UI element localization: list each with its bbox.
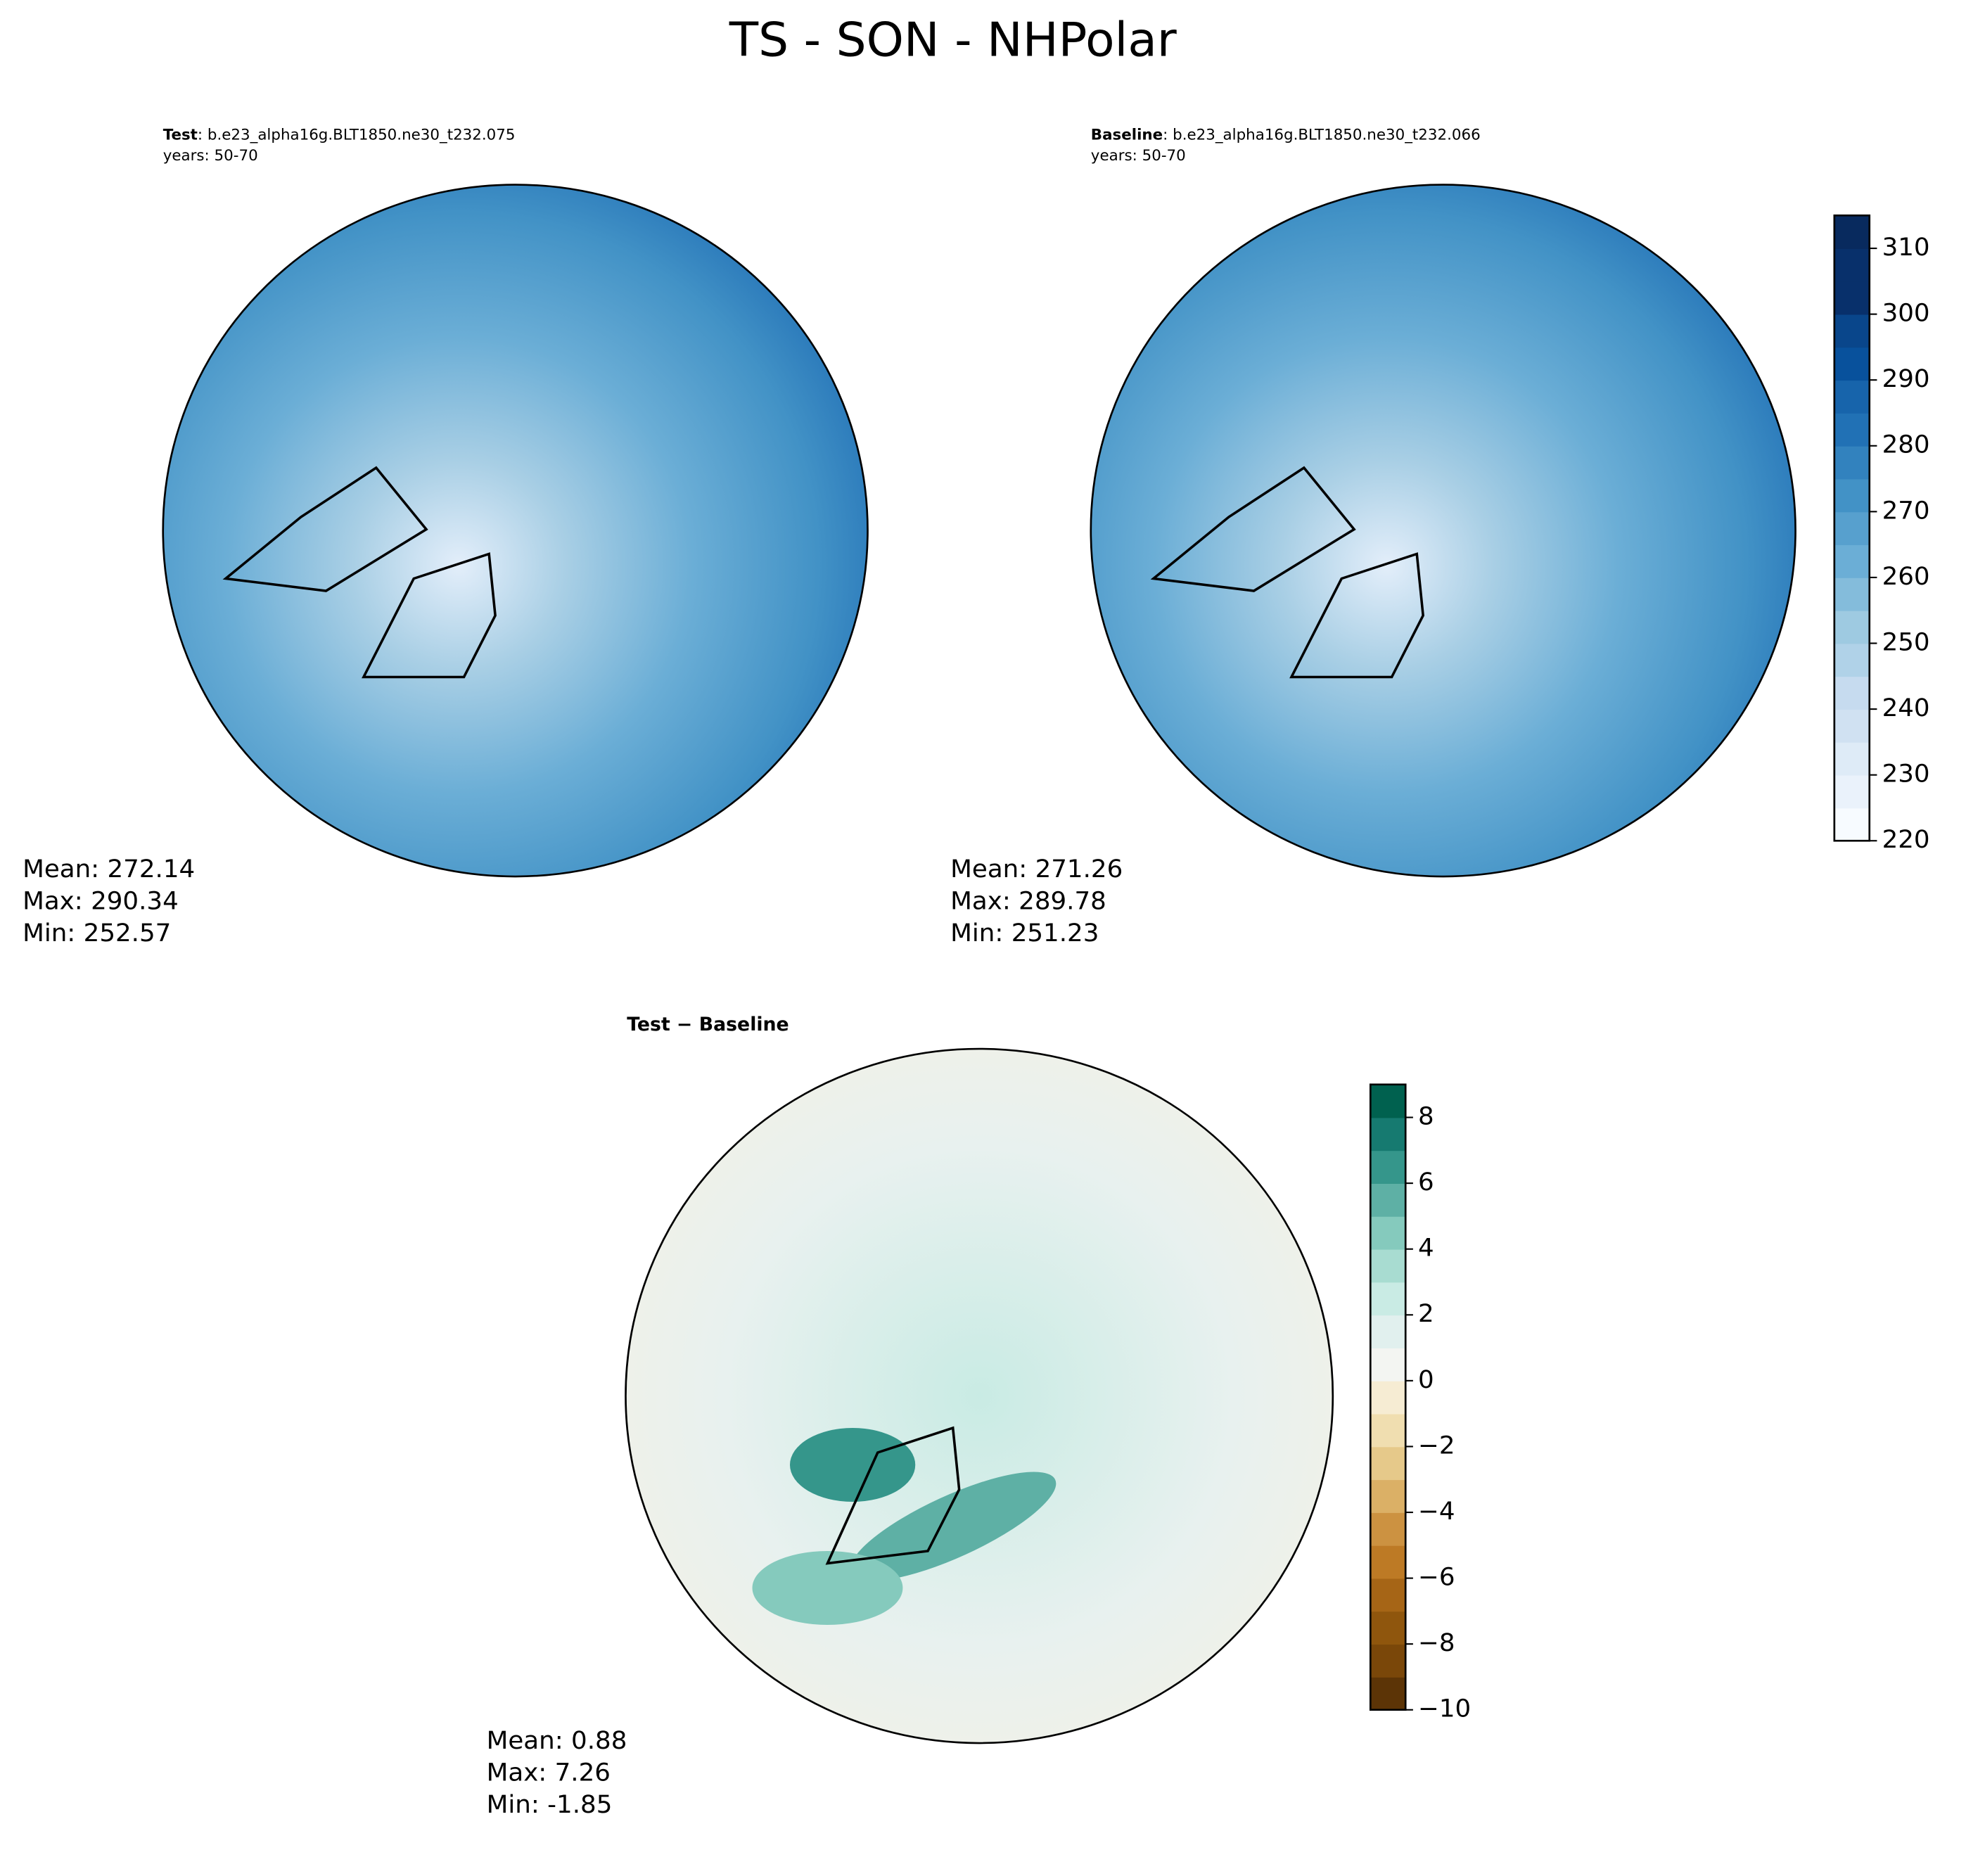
colorbar-band [1370,1183,1406,1217]
colorbar-band [1834,380,1870,414]
colorbar-tick-label: −6 [1418,1563,1455,1592]
colorbar-band [1370,1578,1406,1612]
years: years: 50-70 [163,146,258,164]
colorbar-band [1834,314,1870,348]
colorbar-tick-label: 8 [1418,1102,1434,1131]
coastline [222,466,497,679]
years: years: 50-70 [1091,146,1186,164]
colorbar-tick-label: 240 [1882,694,1930,722]
anomaly [752,1551,903,1625]
colorbar-tick-label: 290 [1882,364,1930,393]
colorbar-band [1370,1348,1406,1382]
colorbar-band [1834,478,1870,513]
colorbar-band [1370,1215,1406,1250]
colorbar-band [1834,215,1870,249]
panel-label: Test: b.e23_alpha16g.BLT1850.ne30_t232.0… [163,126,516,143]
colorbar-band [1370,1611,1406,1645]
colorbar-band [1834,774,1870,809]
panel-label-name: Test [163,126,198,143]
colorbar-band [1834,248,1870,282]
stat-text: Mean: 272.14 [23,855,195,883]
colorbar-band [1370,1315,1406,1348]
colorbar-tick-label: 4 [1418,1234,1434,1263]
colorbar-tick-label: −2 [1418,1431,1455,1460]
colorbar-band [1834,577,1870,611]
colorbar-band [1370,1117,1406,1151]
colorbar-band [1834,808,1870,842]
map-panel [1090,184,1796,878]
stat-text: Mean: 0.88 [487,1726,627,1755]
stat-text: Min: 252.57 [23,919,171,947]
case-name: : b.e23_alpha16g.BLT1850.ne30_t232.075 [198,126,516,143]
stat-text: Mean: 271.26 [950,855,1123,883]
colorbar-band [1370,1512,1406,1546]
stat-text: Min: -1.85 [487,1790,613,1819]
colorbar-tick-label: 6 [1418,1168,1434,1197]
colorbar-tick-label: 280 [1882,430,1930,459]
colorbar-tick-label: 220 [1882,825,1930,854]
colorbar-tick-label: −10 [1418,1695,1471,1723]
colorbar-band [1370,1380,1406,1415]
colorbar-band [1834,445,1870,480]
colorbar-band [1834,281,1870,315]
colorbar-tick-label: 300 [1882,299,1930,328]
colorbar-tick-label: −8 [1418,1628,1455,1657]
colorbar-band [1370,1446,1406,1481]
colorbar-tick-label: 230 [1882,760,1930,789]
map-disc [1090,184,1796,878]
panel-label: Test − Baseline [627,1014,789,1035]
panel-label-name: Baseline [1091,126,1163,143]
colorbar-band [1370,1413,1406,1448]
colorbar-band [1834,643,1870,677]
colorbar-band [1370,1084,1406,1118]
stat-text: Max: 290.34 [23,887,179,916]
colorbar-band [1834,741,1870,776]
colorbar-band [1834,412,1870,447]
colorbar-tick-label: −4 [1418,1497,1455,1526]
anomaly [789,1428,916,1502]
colorbar-band [1834,676,1870,710]
stat-text: Min: 251.23 [950,919,1099,947]
colorbar-band [1370,1150,1406,1184]
case-name: : b.e23_alpha16g.BLT1850.ne30_t232.066 [1163,126,1481,143]
map-panel [162,184,869,878]
coastline [1150,466,1424,679]
colorbar-band [1370,1644,1406,1678]
colorbar-band [1834,511,1870,546]
panel-label: Baseline: b.e23_alpha16g.BLT1850.ne30_t2… [1091,126,1481,143]
coastline [825,1426,961,1565]
colorbar-band [1834,709,1870,743]
map-panel [625,1047,1334,1744]
colorbar-band [1370,1545,1406,1579]
colorbar-band [1370,1479,1406,1513]
stat-text: Max: 7.26 [487,1759,611,1787]
colorbar-tick-label: 250 [1882,628,1930,657]
colorbar-frame [1369,1083,1407,1711]
map-disc [625,1047,1334,1744]
colorbar-tick-label: 270 [1882,497,1930,525]
colorbar-band [1370,1282,1406,1316]
colorbar-tick-label: 260 [1882,562,1930,591]
colorbar-band [1370,1676,1406,1711]
colorbar-band [1834,544,1870,578]
figure-title: TS - SON - NHPolar [729,13,1177,67]
colorbar-tick-label: 310 [1882,233,1930,262]
colorbar-band [1370,1249,1406,1283]
colorbar-tick-label: 2 [1418,1299,1434,1328]
colorbar-band [1834,347,1870,381]
stat-text: Max: 289.78 [950,887,1106,916]
colorbar-frame [1833,214,1871,842]
map-disc [162,184,869,878]
colorbar-band [1834,610,1870,644]
colorbar-tick-label: 0 [1418,1365,1434,1394]
